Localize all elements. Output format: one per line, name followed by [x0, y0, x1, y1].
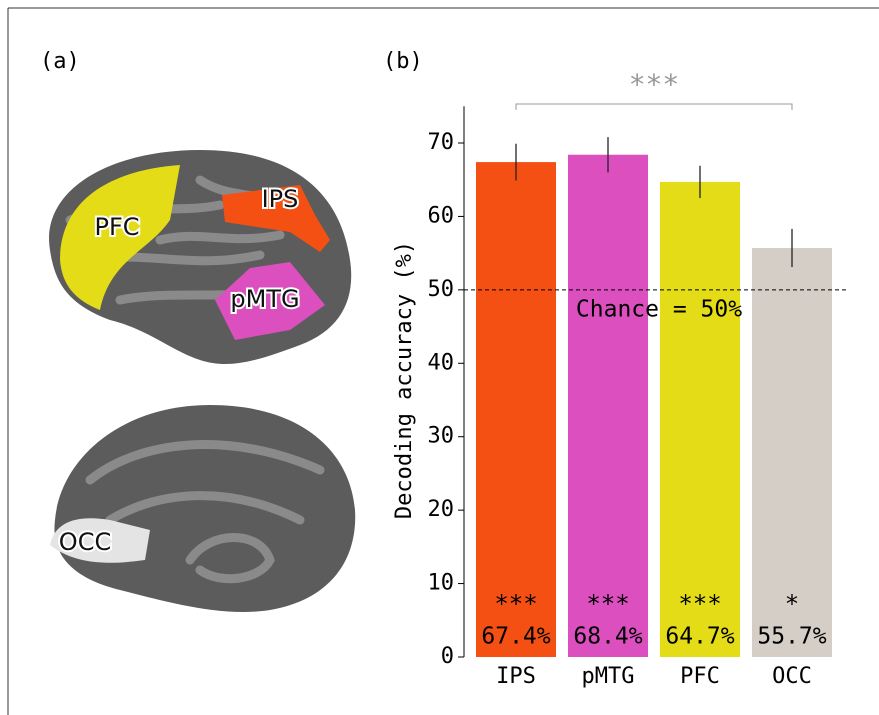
y-tick-label: 10	[428, 571, 455, 596]
y-tick-label: 40	[428, 350, 455, 375]
significance-stars: ***	[586, 590, 629, 618]
bar	[476, 162, 556, 658]
region-label: pMTG	[230, 285, 299, 313]
value-label: 68.4%	[573, 624, 642, 650]
y-tick-label: 60	[428, 203, 455, 228]
chance-label: Chance = 50%	[576, 296, 742, 322]
panel-label: (a)	[40, 49, 80, 74]
significance-stars: ***	[678, 590, 721, 618]
y-tick-label: 0	[441, 644, 454, 669]
bar	[660, 181, 740, 657]
y-tick-label: 20	[428, 497, 455, 522]
panel-label: (b)	[383, 49, 423, 74]
x-tick-label: OCC	[772, 664, 812, 689]
x-tick-label: IPS	[496, 664, 536, 689]
frame	[7, 7, 879, 715]
bar	[752, 247, 832, 657]
x-tick-label: pMTG	[582, 664, 635, 689]
value-label: 64.7%	[665, 624, 734, 650]
bar	[568, 154, 648, 657]
significance-bracket	[515, 103, 793, 110]
region-label: OCC	[59, 528, 111, 556]
y-axis-label: Decoding accuracy (%)	[392, 241, 417, 519]
y-tick-label: 30	[428, 424, 455, 449]
region-label: PFC	[94, 213, 139, 241]
value-label: 67.4%	[481, 624, 550, 650]
brain-lateral	[49, 150, 352, 365]
region-label: IPS	[262, 185, 299, 213]
x-tick-label: PFC	[680, 664, 720, 689]
y-tick-label: 50	[428, 277, 455, 302]
brain-medial	[50, 405, 356, 612]
value-label: 55.7%	[757, 624, 826, 650]
y-tick-label: 70	[428, 130, 455, 155]
bracket-stars: ***	[629, 68, 680, 101]
significance-stars: *	[785, 590, 799, 618]
significance-stars: ***	[494, 590, 537, 618]
